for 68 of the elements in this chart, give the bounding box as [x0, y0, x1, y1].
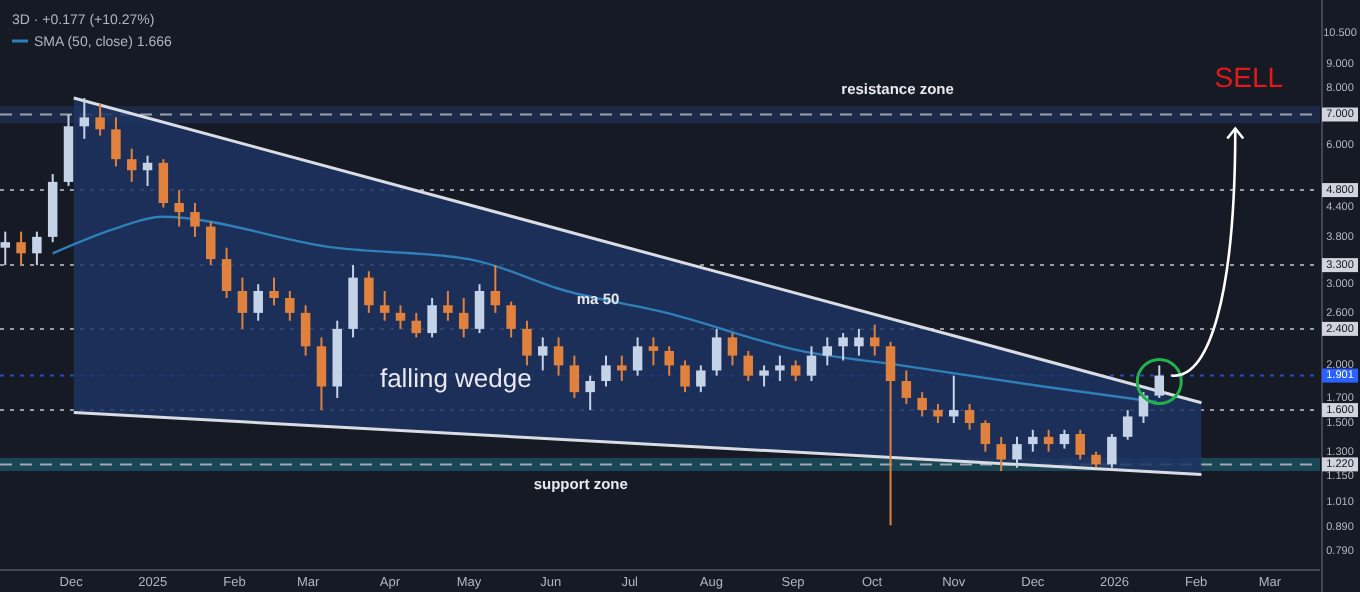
- candlestick: [1107, 432, 1117, 469]
- candlestick: [427, 297, 437, 339]
- candlestick: [285, 289, 295, 322]
- candlestick: [206, 220, 216, 267]
- annotation: SELL: [1214, 60, 1284, 93]
- candlestick: [569, 354, 580, 399]
- candlestick: [16, 230, 26, 267]
- candlestick: [869, 323, 880, 357]
- candlestick: [443, 289, 453, 322]
- candlestick: [506, 300, 516, 339]
- candlestick: [711, 327, 722, 377]
- candlestick: [727, 332, 738, 367]
- candlestick: [917, 391, 927, 418]
- candlestick: [538, 336, 548, 372]
- candlestick: [1043, 428, 1054, 453]
- candlestick: [522, 319, 532, 367]
- candlestick: [458, 297, 469, 339]
- candlestick: [964, 402, 975, 431]
- candlestick: [237, 276, 248, 330]
- candlestick: [1028, 428, 1038, 453]
- candlestick: [95, 102, 105, 137]
- candlestick: [822, 336, 833, 367]
- candlestick: [759, 364, 769, 388]
- candlestick: [980, 419, 991, 453]
- candlestick: [221, 246, 232, 300]
- annotation: falling wedge: [379, 362, 532, 393]
- candlestick: [316, 336, 327, 412]
- candlestick: [743, 349, 754, 383]
- candlestick: [933, 402, 943, 425]
- candlestick: [474, 283, 485, 335]
- candlestick: [190, 201, 200, 238]
- candlestick: [126, 147, 137, 183]
- candlestick: [617, 354, 627, 383]
- candlestick: [1012, 435, 1022, 469]
- candlestick: [885, 340, 896, 527]
- candlestick: [553, 336, 564, 377]
- candlestick: [996, 435, 1006, 473]
- candlestick: [1059, 428, 1070, 450]
- candlestick: [379, 289, 390, 322]
- candlestick: [395, 304, 406, 330]
- candlestick: [664, 345, 674, 377]
- candlestick: [269, 276, 279, 307]
- candlestick: [696, 364, 706, 394]
- candlestick: [949, 374, 959, 425]
- candlestick: [1075, 428, 1085, 461]
- candlestick: [854, 327, 864, 357]
- candlestick: [174, 189, 184, 228]
- candlestick: [158, 158, 169, 209]
- candlestick: [79, 97, 90, 140]
- candlestick: [601, 354, 611, 388]
- candlestick: [901, 369, 912, 405]
- candlestick: [253, 283, 263, 322]
- candlestick: [1154, 364, 1165, 399]
- candlestick: [490, 264, 501, 314]
- candlestick: [364, 270, 374, 314]
- candlestick: [806, 345, 817, 383]
- candlestick: [411, 311, 422, 339]
- candlestick: [111, 116, 121, 168]
- candlestick: [142, 154, 153, 187]
- candlestick: [790, 359, 801, 383]
- candlestick: [632, 336, 643, 377]
- candlestick: [1122, 409, 1133, 441]
- candlestick: [838, 332, 848, 362]
- candlestick: [585, 374, 595, 412]
- candlestick: [680, 359, 690, 394]
- candlestick: [648, 336, 659, 367]
- candlestick: [300, 304, 311, 357]
- candlestick: [775, 354, 785, 383]
